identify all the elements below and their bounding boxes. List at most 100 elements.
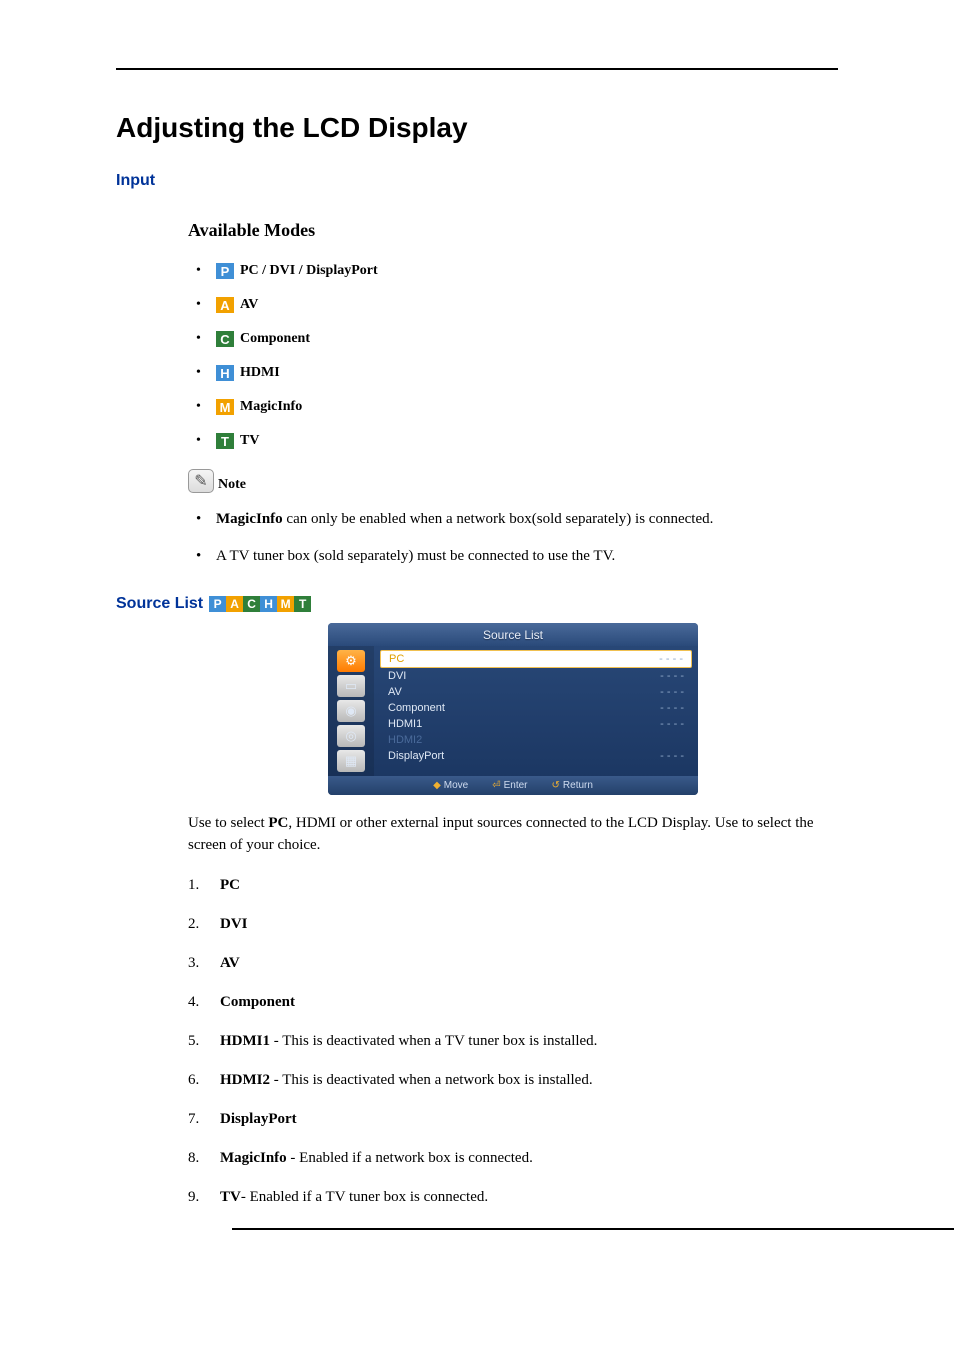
mode-icon-a: A bbox=[216, 297, 234, 313]
osd-title: Source List bbox=[328, 623, 698, 646]
mode-list-item: M MagicInfo bbox=[188, 399, 838, 415]
osd-row-name: PC bbox=[389, 653, 404, 665]
note-row: ✎ Note bbox=[188, 469, 838, 493]
strip-icon-t: T bbox=[294, 596, 311, 612]
source-item-bold: PC bbox=[220, 877, 240, 893]
source-list-item: DVI bbox=[188, 914, 838, 935]
osd-row: PC - - - - bbox=[380, 650, 692, 668]
osd-side-icon: ◉ bbox=[337, 700, 365, 722]
source-item-rest: - Enabled if a network box is connected. bbox=[287, 1150, 533, 1166]
source-item-bold: DisplayPort bbox=[220, 1111, 297, 1127]
body-text-bold: PC bbox=[268, 815, 288, 831]
available-modes-heading: Available Modes bbox=[188, 220, 838, 241]
source-item-bold: Component bbox=[220, 994, 295, 1010]
source-list-item: TV- Enabled if a TV tuner box is connect… bbox=[188, 1187, 838, 1208]
source-list-item: HDMI1 - This is deactivated when a TV tu… bbox=[188, 1031, 838, 1052]
mode-label: TV bbox=[240, 433, 259, 449]
top-rule bbox=[116, 68, 838, 70]
osd-side-icon: ⚙ bbox=[337, 650, 365, 672]
osd-footer-item: ◆Move bbox=[433, 780, 468, 791]
strip-icon-c: C bbox=[243, 596, 260, 612]
osd-row-name: AV bbox=[388, 686, 402, 698]
source-item-rest: - This is deactivated when a network box… bbox=[270, 1072, 593, 1088]
mode-icon-t: T bbox=[216, 433, 234, 449]
osd-row: HDMI2 bbox=[380, 732, 692, 748]
note-text-bold: MagicInfo bbox=[216, 511, 283, 527]
osd-side-icon: ▭ bbox=[337, 675, 365, 697]
source-list-item: MagicInfo - Enabled if a network box is … bbox=[188, 1148, 838, 1169]
osd-row-status: - - - - bbox=[659, 653, 683, 665]
source-item-rest: - This is deactivated when a TV tuner bo… bbox=[270, 1033, 597, 1049]
osd-row-name: HDMI1 bbox=[388, 718, 422, 730]
osd-row: DisplayPort - - - - bbox=[380, 748, 692, 764]
osd-row-status: - - - - bbox=[660, 670, 684, 682]
osd-main-list: PC - - - - DVI - - - - AV - - - - Component - -… bbox=[374, 646, 698, 776]
osd-row: Component - - - - bbox=[380, 700, 692, 716]
osd-row-status: - - - - bbox=[660, 686, 684, 698]
osd-row-name: DVI bbox=[388, 670, 406, 682]
source-list-heading: Source List bbox=[116, 595, 203, 613]
source-list-item: DisplayPort bbox=[188, 1109, 838, 1130]
source-item-bold: HDMI2 bbox=[220, 1072, 270, 1088]
source-list-item: PC bbox=[188, 875, 838, 896]
source-item-bold: DVI bbox=[220, 916, 248, 932]
osd-footer-item: ⏎Enter bbox=[492, 780, 527, 791]
source-ordered-list: PC DVI AV Component HDMI1 - This is deactiva… bbox=[188, 875, 838, 1208]
mode-list-item: H HDMI bbox=[188, 365, 838, 381]
mode-list-item: T TV bbox=[188, 433, 838, 449]
mode-icon-p: P bbox=[216, 263, 234, 279]
mode-label: MagicInfo bbox=[240, 399, 302, 415]
strip-icon-h: H bbox=[260, 596, 277, 612]
mode-list-item: A AV bbox=[188, 297, 838, 313]
osd-row: HDMI1 - - - - bbox=[380, 716, 692, 732]
available-modes-list: P PC / DVI / DisplayPort A AV C Component H HDM… bbox=[188, 263, 838, 449]
page-title: Adjusting the LCD Display bbox=[116, 112, 838, 144]
mode-list-item: C Component bbox=[188, 331, 838, 347]
osd-row-status: - - - - bbox=[660, 750, 684, 762]
osd-side-icon: ◎ bbox=[337, 725, 365, 747]
osd-footer-item: ↺Return bbox=[552, 780, 593, 791]
osd-row-name: HDMI2 bbox=[388, 734, 422, 746]
note-text-post: can only be enabled when a network box(s… bbox=[283, 511, 714, 527]
osd-row: DVI - - - - bbox=[380, 668, 692, 684]
osd-row-name: Component bbox=[388, 702, 445, 714]
source-list-item: Component bbox=[188, 992, 838, 1013]
strip-icon-p: P bbox=[209, 596, 226, 612]
mode-label: Component bbox=[240, 331, 310, 347]
osd-footer: ◆Move ⏎Enter ↺Return bbox=[328, 776, 698, 795]
mode-icon-h: H bbox=[216, 365, 234, 381]
osd-row-name: DisplayPort bbox=[388, 750, 444, 762]
section-input-heading: Input bbox=[116, 172, 838, 190]
source-item-bold: AV bbox=[220, 955, 240, 971]
mode-label: HDMI bbox=[240, 365, 280, 381]
strip-icon-a: A bbox=[226, 596, 243, 612]
note-item: A TV tuner box (sold separately) must be… bbox=[188, 546, 838, 567]
mode-label: AV bbox=[240, 297, 258, 313]
note-icon: ✎ bbox=[188, 469, 214, 493]
osd-sidebar: ⚙ ▭ ◉ ◎ ▦ bbox=[328, 646, 374, 776]
mode-label: PC / DVI / DisplayPort bbox=[240, 263, 378, 279]
source-item-bold: MagicInfo bbox=[220, 1150, 287, 1166]
source-list-heading-row: Source List PACHMT bbox=[116, 595, 838, 613]
source-item-rest: - Enabled if a TV tuner box is connected… bbox=[241, 1189, 488, 1205]
osd-row-status: - - - - bbox=[660, 718, 684, 730]
note-item: MagicInfo can only be enabled when a net… bbox=[188, 509, 838, 530]
osd-screenshot: Source List ⚙ ▭ ◉ ◎ ▦ PC - - - - DVI - - - - AV -… bbox=[188, 623, 838, 795]
note-label: Note bbox=[218, 477, 246, 493]
osd-row-status: - - - - bbox=[660, 702, 684, 714]
note-list: MagicInfo can only be enabled when a net… bbox=[188, 509, 838, 567]
source-list-description: Use to select PC, HDMI or other external… bbox=[188, 813, 838, 857]
osd-row: AV - - - - bbox=[380, 684, 692, 700]
mode-icon-c: C bbox=[216, 331, 234, 347]
strip-icon-m: M bbox=[277, 596, 294, 612]
mode-list-item: P PC / DVI / DisplayPort bbox=[188, 263, 838, 279]
bottom-rule bbox=[232, 1228, 954, 1230]
source-list-item: AV bbox=[188, 953, 838, 974]
body-text-pre: Use to select bbox=[188, 815, 268, 831]
mode-icon-m: M bbox=[216, 399, 234, 415]
source-list-icon-strip: PACHMT bbox=[209, 596, 311, 612]
source-list-item: HDMI2 - This is deactivated when a netwo… bbox=[188, 1070, 838, 1091]
osd-side-icon: ▦ bbox=[337, 750, 365, 772]
source-item-bold: HDMI1 bbox=[220, 1033, 270, 1049]
source-item-bold: TV bbox=[220, 1189, 241, 1205]
